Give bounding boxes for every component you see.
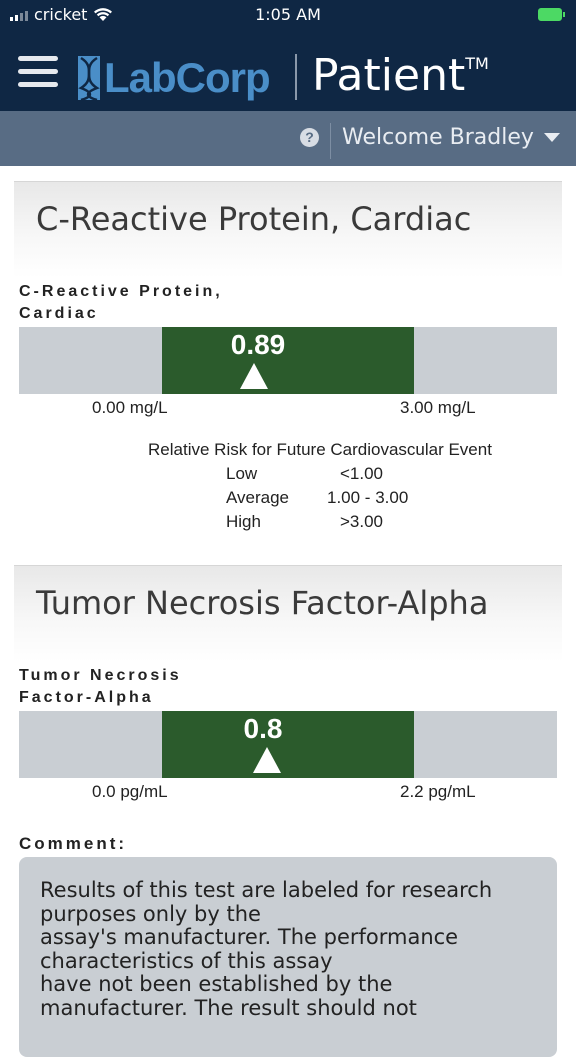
test-label: Tumor Necrosis Factor-Alpha xyxy=(19,665,279,709)
logo-text: LabCorp xyxy=(104,54,271,101)
result-marker-icon xyxy=(253,747,281,773)
risk-range: 1.00 - 3.00 xyxy=(327,488,409,507)
test-label-line: Cardiac xyxy=(19,305,99,322)
risk-range: >3.00 xyxy=(340,512,384,531)
help-icon[interactable]: ? xyxy=(300,128,319,147)
normal-range xyxy=(162,711,414,778)
user-menu-dropdown[interactable]: Welcome Bradley xyxy=(342,125,560,150)
result-range-bar: 0.89 xyxy=(19,327,557,394)
test-label-line: Factor-Alpha xyxy=(19,689,154,706)
result-marker-icon xyxy=(240,363,268,389)
risk-level: High xyxy=(226,512,261,531)
welcome-text: Welcome Bradley xyxy=(342,125,534,150)
range-max-label: 2.2 pg/mL xyxy=(400,782,476,801)
comment-label: Comment: xyxy=(19,834,128,853)
menu-bar xyxy=(18,82,58,87)
result-range-bar: 0.8 xyxy=(19,711,557,778)
range-max-label: 3.00 mg/L xyxy=(400,398,476,417)
wifi-icon xyxy=(94,7,113,21)
dna-logo-icon xyxy=(78,56,100,100)
comment-box: Results of this test are labeled for res… xyxy=(19,857,557,1057)
user-bar: ? Welcome Bradley xyxy=(0,111,576,166)
clock: 1:05 AM xyxy=(255,5,321,24)
test-card-header: Tumor Necrosis Factor-Alpha xyxy=(14,565,562,662)
test-label-line: C-Reactive Protein, xyxy=(19,283,223,300)
labcorp-logo[interactable]: LabCorp xyxy=(78,54,271,102)
battery-icon xyxy=(538,8,565,21)
app-name-text: Patient xyxy=(312,50,466,101)
menu-bar xyxy=(18,56,58,61)
test-title: C-Reactive Protein, Cardiac xyxy=(36,200,472,238)
test-card-header: C-Reactive Protein, Cardiac xyxy=(14,181,562,278)
result-value: 0.8 xyxy=(243,713,283,744)
normal-range xyxy=(162,327,414,394)
status-bar: cricket 1:05 AM xyxy=(0,0,576,30)
test-label: C-Reactive Protein, Cardiac xyxy=(19,281,279,325)
risk-title: Relative Risk for Future Cardiovascular … xyxy=(148,440,492,459)
risk-level: Average xyxy=(226,488,290,507)
menu-button[interactable] xyxy=(18,56,58,88)
test-label-line: Tumor Necrosis xyxy=(19,667,182,684)
carrier-name: cricket xyxy=(34,5,88,24)
risk-range: <1.00 xyxy=(340,464,384,483)
user-bar-divider xyxy=(330,123,331,159)
range-min-label: 0.00 mg/L xyxy=(92,398,168,417)
header-divider xyxy=(295,54,297,100)
comment-text: Results of this test are labeled for res… xyxy=(40,878,493,1020)
app-header: LabCorp PatientTM xyxy=(0,30,576,111)
test-title: Tumor Necrosis Factor-Alpha xyxy=(36,584,489,622)
range-min-label: 0.0 pg/mL xyxy=(92,782,168,801)
risk-level: Low xyxy=(226,464,258,483)
caret-down-icon xyxy=(543,133,560,142)
app-name: PatientTM xyxy=(312,50,489,101)
trademark: TM xyxy=(465,54,489,73)
menu-bar xyxy=(18,69,58,74)
result-value: 0.89 xyxy=(230,329,286,360)
carrier-info: cricket xyxy=(10,5,113,24)
signal-icon xyxy=(10,9,28,21)
